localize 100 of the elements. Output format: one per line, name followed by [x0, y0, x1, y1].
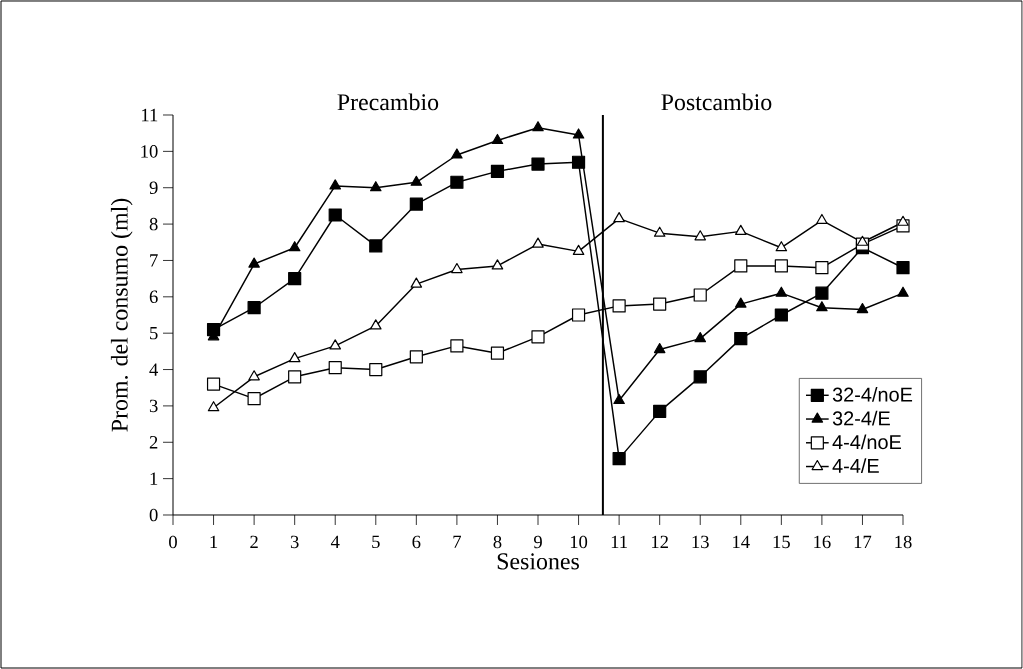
- y-tick-label: 7: [150, 254, 158, 267]
- point: [653, 404, 667, 418]
- x-tick-label: 13: [692, 535, 709, 549]
- y-tick-label: 3: [149, 399, 158, 413]
- point: [612, 452, 626, 466]
- point: [409, 350, 423, 364]
- point: [694, 230, 707, 241]
- point: [856, 235, 869, 246]
- x-tick-label: 3: [290, 535, 299, 549]
- y-tick-label: 4: [149, 363, 159, 376]
- point: [329, 179, 342, 190]
- x-tick-label: 4: [330, 535, 340, 548]
- point: [694, 332, 707, 343]
- y-tick-label: 1: [150, 472, 158, 485]
- y-tick-label: 11: [142, 108, 158, 122]
- point: [247, 392, 261, 406]
- x-tick-label: 9: [533, 535, 542, 549]
- point: [613, 393, 625, 405]
- point: [206, 377, 221, 391]
- point: [816, 213, 828, 225]
- point: [248, 257, 260, 268]
- y-tick-label: 10: [141, 145, 158, 158]
- legend-label: 4-4/noE: [832, 434, 901, 450]
- point: [734, 259, 748, 273]
- point: [207, 401, 220, 412]
- x-tick-label: 15: [773, 535, 790, 549]
- point: [369, 181, 382, 192]
- point: [329, 339, 342, 350]
- point: [369, 362, 383, 377]
- point: [774, 259, 788, 273]
- y-tick-label: 6: [149, 290, 158, 304]
- y-tick-label: 2: [149, 436, 158, 449]
- point: [693, 288, 707, 302]
- x-tick-label: 17: [854, 535, 872, 548]
- point: [734, 224, 747, 235]
- text: Postcambio: [661, 93, 772, 111]
- x-tick-label: 2: [250, 535, 258, 549]
- point: [450, 175, 464, 189]
- point: [613, 212, 625, 223]
- point: [369, 239, 383, 253]
- point: [410, 175, 423, 186]
- point: [451, 148, 463, 159]
- point: [693, 370, 707, 384]
- x-tick-label: 8: [493, 535, 502, 549]
- point: [532, 121, 544, 132]
- point: [572, 128, 585, 139]
- point: [288, 370, 302, 384]
- point: [490, 346, 505, 360]
- x-tick-label: 0: [169, 535, 177, 549]
- point: [653, 297, 667, 311]
- point: [369, 319, 382, 330]
- point: [815, 261, 829, 275]
- y-tick-label: 0: [149, 508, 158, 522]
- x-tick-label: 16: [814, 535, 831, 549]
- point: [532, 237, 544, 248]
- point: [816, 301, 828, 312]
- point: [897, 215, 909, 226]
- x-tick-label: 18: [895, 535, 912, 549]
- point: [328, 361, 342, 375]
- point: [288, 352, 301, 363]
- point: [248, 370, 260, 381]
- point: [491, 259, 504, 270]
- point: [896, 261, 910, 275]
- text: Precambio: [337, 93, 439, 111]
- legend-label: 4-4/E: [832, 458, 879, 473]
- point: [531, 157, 545, 171]
- x-tick-label: 5: [372, 535, 380, 549]
- point: [451, 262, 463, 274]
- point: [571, 155, 586, 169]
- point: [571, 308, 586, 322]
- point: [734, 332, 748, 346]
- point: [531, 330, 545, 344]
- x-tick-label: 12: [652, 535, 668, 549]
- point: [653, 342, 666, 354]
- point: [410, 277, 423, 288]
- point: [653, 226, 666, 237]
- point: [775, 241, 788, 252]
- point: [328, 208, 342, 222]
- x-axis-title: Sesiones: [497, 553, 579, 570]
- x-tick-label: 14: [733, 535, 750, 548]
- point: [734, 297, 747, 308]
- x-tick-label: 1: [210, 535, 218, 548]
- legend-label: 32-4/noE: [832, 387, 913, 402]
- y-tick-label: 9: [149, 181, 158, 194]
- point: [288, 241, 301, 252]
- point: [774, 308, 788, 322]
- point: [815, 286, 829, 300]
- x-tick-label: 11: [611, 535, 627, 548]
- point: [572, 244, 585, 255]
- point: [775, 286, 788, 297]
- point: [856, 302, 869, 314]
- y-axis-title: Prom. del consumo (ml): [110, 198, 133, 432]
- y-tick-label: 5: [150, 326, 158, 340]
- legend-label: 32-4/E: [832, 410, 890, 426]
- point: [409, 197, 423, 211]
- point: [491, 133, 504, 145]
- point: [450, 339, 464, 353]
- x-tick-label: 7: [453, 535, 462, 548]
- point: [247, 301, 261, 315]
- y-tick-label: 8: [149, 217, 158, 231]
